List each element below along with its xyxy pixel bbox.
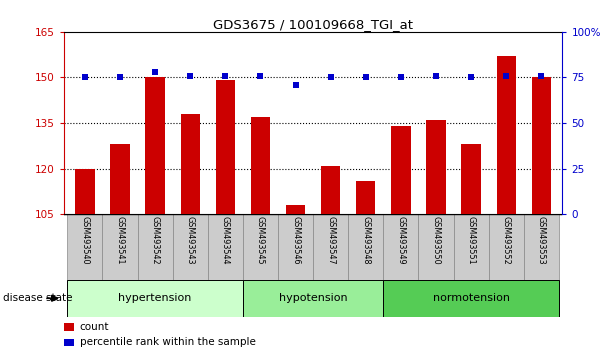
- Bar: [250, 117, 270, 214]
- Point: [291, 82, 300, 87]
- Text: count: count: [80, 321, 109, 332]
- Text: GSM493544: GSM493544: [221, 216, 230, 265]
- Text: GSM493547: GSM493547: [326, 216, 335, 265]
- Text: GSM493540: GSM493540: [80, 216, 89, 265]
- Bar: [454, 214, 489, 280]
- Point: [150, 69, 160, 75]
- Bar: [383, 214, 418, 280]
- Bar: [103, 214, 137, 280]
- Text: GSM493543: GSM493543: [185, 216, 195, 265]
- Bar: [216, 80, 235, 214]
- Text: disease state: disease state: [3, 293, 72, 303]
- Point: [326, 75, 336, 80]
- Bar: [313, 214, 348, 280]
- Text: hypotension: hypotension: [279, 293, 347, 303]
- Bar: [418, 214, 454, 280]
- Text: GSM493551: GSM493551: [466, 216, 475, 265]
- Bar: [321, 166, 340, 214]
- Text: GSM493550: GSM493550: [432, 216, 441, 265]
- Bar: [461, 144, 481, 214]
- Point: [80, 75, 90, 80]
- Bar: [523, 214, 559, 280]
- Point: [361, 75, 371, 80]
- Bar: [531, 78, 551, 214]
- Text: normotension: normotension: [433, 293, 510, 303]
- Point: [255, 73, 265, 79]
- Point: [185, 73, 195, 79]
- Point: [466, 75, 476, 80]
- Bar: [64, 322, 74, 331]
- Bar: [145, 78, 165, 214]
- Bar: [286, 205, 305, 214]
- Point: [396, 75, 406, 80]
- Bar: [426, 120, 446, 214]
- Bar: [173, 214, 208, 280]
- Title: GDS3675 / 100109668_TGI_at: GDS3675 / 100109668_TGI_at: [213, 18, 413, 31]
- Bar: [67, 280, 243, 317]
- Bar: [67, 214, 103, 280]
- Bar: [111, 144, 130, 214]
- Bar: [243, 280, 383, 317]
- Bar: [64, 338, 74, 347]
- Bar: [348, 214, 383, 280]
- Point: [221, 73, 230, 79]
- Bar: [391, 126, 410, 214]
- Bar: [243, 214, 278, 280]
- Text: GSM493541: GSM493541: [116, 216, 125, 265]
- Text: GSM493552: GSM493552: [502, 216, 511, 265]
- Bar: [137, 214, 173, 280]
- Text: GSM493546: GSM493546: [291, 216, 300, 265]
- Point: [431, 73, 441, 79]
- Text: hypertension: hypertension: [119, 293, 192, 303]
- Text: GSM493548: GSM493548: [361, 216, 370, 265]
- Bar: [278, 214, 313, 280]
- Bar: [181, 114, 200, 214]
- Point: [536, 73, 546, 79]
- Bar: [208, 214, 243, 280]
- Text: GSM493542: GSM493542: [151, 216, 160, 265]
- Bar: [489, 214, 523, 280]
- Text: GSM493553: GSM493553: [537, 216, 546, 265]
- Point: [115, 75, 125, 80]
- Point: [502, 73, 511, 79]
- Text: GSM493545: GSM493545: [256, 216, 265, 265]
- Bar: [383, 280, 559, 317]
- Bar: [75, 169, 95, 214]
- Text: percentile rank within the sample: percentile rank within the sample: [80, 337, 255, 348]
- Bar: [497, 56, 516, 214]
- Text: GSM493549: GSM493549: [396, 216, 406, 265]
- Bar: [356, 181, 375, 214]
